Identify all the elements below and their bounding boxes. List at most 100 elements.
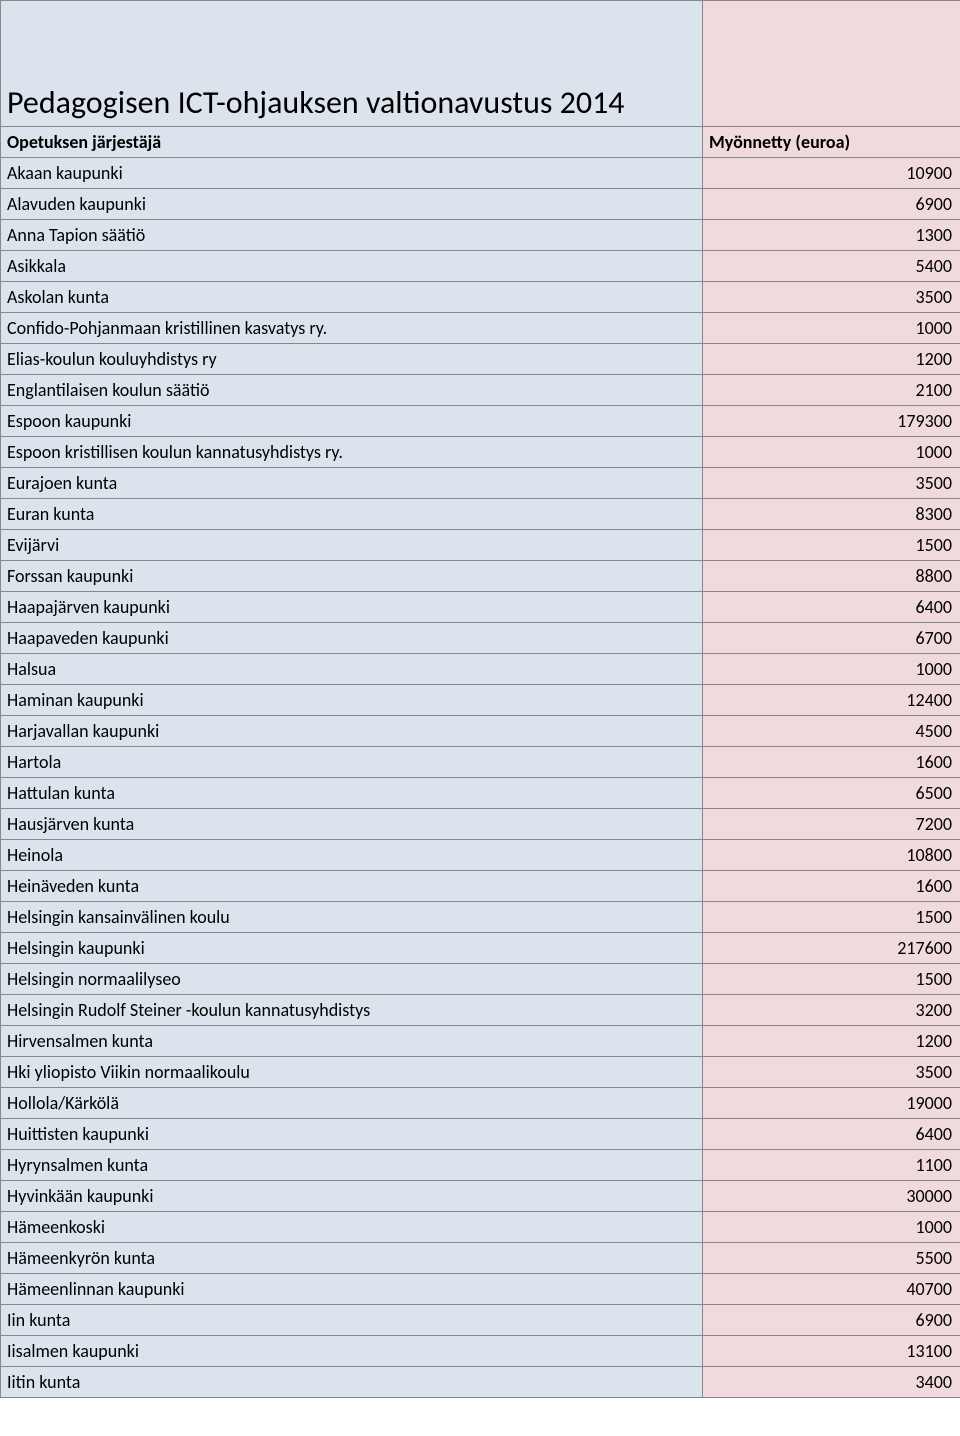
cell-value: 6400: [703, 592, 960, 623]
table-row: Hyvinkään kaupunki30000: [1, 1181, 960, 1212]
table-row: Elias-koulun kouluyhdistys ry1200: [1, 344, 960, 375]
grant-table: Pedagogisen ICT-ohjauksen valtionavustus…: [0, 0, 960, 1398]
cell-value: 217600: [703, 933, 960, 964]
cell-value: 1000: [703, 437, 960, 468]
cell-name: Iitin kunta: [1, 1367, 703, 1398]
cell-value: 1000: [703, 654, 960, 685]
cell-name: Alavuden kaupunki: [1, 189, 703, 220]
cell-name: Hyvinkään kaupunki: [1, 1181, 703, 1212]
table-row: Alavuden kaupunki6900: [1, 189, 960, 220]
table-row: Iitin kunta3400: [1, 1367, 960, 1398]
table-row: Helsingin normaalilyseo1500: [1, 964, 960, 995]
cell-name: Anna Tapion säätiö: [1, 220, 703, 251]
cell-name: Akaan kaupunki: [1, 158, 703, 189]
cell-value: 1500: [703, 902, 960, 933]
cell-value: 19000: [703, 1088, 960, 1119]
cell-name: Haapajärven kaupunki: [1, 592, 703, 623]
cell-value: 13100: [703, 1336, 960, 1367]
cell-value: 1200: [703, 1026, 960, 1057]
table-row: Hämeenkoski1000: [1, 1212, 960, 1243]
page-title: Pedagogisen ICT-ohjauksen valtionavustus…: [1, 83, 702, 126]
cell-value: 2100: [703, 375, 960, 406]
cell-name: Elias-koulun kouluyhdistys ry: [1, 344, 703, 375]
cell-value: 10900: [703, 158, 960, 189]
title-right-cell: [703, 1, 960, 127]
cell-name: Hämeenkyrön kunta: [1, 1243, 703, 1274]
cell-name: Askolan kunta: [1, 282, 703, 313]
table-row: Forssan kaupunki8800: [1, 561, 960, 592]
cell-name: Huittisten kaupunki: [1, 1119, 703, 1150]
cell-value: 5400: [703, 251, 960, 282]
table-row: Hämeenkyrön kunta5500: [1, 1243, 960, 1274]
cell-name: Haapaveden kaupunki: [1, 623, 703, 654]
column-header-value: Myönnetty (euroa): [703, 127, 960, 158]
cell-value: 3200: [703, 995, 960, 1026]
table-row: Hollola/Kärkölä19000: [1, 1088, 960, 1119]
cell-name: Forssan kaupunki: [1, 561, 703, 592]
cell-name: Hausjärven kunta: [1, 809, 703, 840]
sheet: Pedagogisen ICT-ohjauksen valtionavustus…: [0, 0, 960, 1398]
cell-name: Hirvensalmen kunta: [1, 1026, 703, 1057]
cell-value: 3500: [703, 468, 960, 499]
cell-value: 40700: [703, 1274, 960, 1305]
cell-name: Heinola: [1, 840, 703, 871]
title-row: Pedagogisen ICT-ohjauksen valtionavustus…: [1, 1, 960, 127]
cell-value: 1000: [703, 1212, 960, 1243]
cell-name: Iin kunta: [1, 1305, 703, 1336]
cell-value: 1600: [703, 747, 960, 778]
cell-value: 1600: [703, 871, 960, 902]
cell-value: 6900: [703, 189, 960, 220]
cell-name: Helsingin kaupunki: [1, 933, 703, 964]
cell-value: 12400: [703, 685, 960, 716]
table-row: Askolan kunta3500: [1, 282, 960, 313]
table-row: Haapajärven kaupunki6400: [1, 592, 960, 623]
cell-name: Halsua: [1, 654, 703, 685]
cell-value: 1100: [703, 1150, 960, 1181]
cell-name: Evijärvi: [1, 530, 703, 561]
table-row: Helsingin kansainvälinen koulu1500: [1, 902, 960, 933]
cell-name: Harjavallan kaupunki: [1, 716, 703, 747]
cell-value: 3500: [703, 282, 960, 313]
table-row: Anna Tapion säätiö1300: [1, 220, 960, 251]
table-row: Heinäveden kunta1600: [1, 871, 960, 902]
table-row: Hki yliopisto Viikin normaalikoulu3500: [1, 1057, 960, 1088]
table-row: Hirvensalmen kunta1200: [1, 1026, 960, 1057]
cell-name: Hki yliopisto Viikin normaalikoulu: [1, 1057, 703, 1088]
cell-value: 6400: [703, 1119, 960, 1150]
column-header-name: Opetuksen järjestäjä: [1, 127, 703, 158]
cell-name: Helsingin normaalilyseo: [1, 964, 703, 995]
title-cell: Pedagogisen ICT-ohjauksen valtionavustus…: [1, 1, 703, 127]
cell-name: Iisalmen kaupunki: [1, 1336, 703, 1367]
table-row: Helsingin Rudolf Steiner -koulun kannatu…: [1, 995, 960, 1026]
cell-value: 3400: [703, 1367, 960, 1398]
table-row: Haminan kaupunki12400: [1, 685, 960, 716]
cell-name: Haminan kaupunki: [1, 685, 703, 716]
cell-name: Hämeenkoski: [1, 1212, 703, 1243]
table-row: Hämeenlinnan kaupunki40700: [1, 1274, 960, 1305]
cell-name: Hyrynsalmen kunta: [1, 1150, 703, 1181]
cell-name: Helsingin kansainvälinen koulu: [1, 902, 703, 933]
cell-value: 8300: [703, 499, 960, 530]
cell-value: 179300: [703, 406, 960, 437]
cell-value: 10800: [703, 840, 960, 871]
table-row: Heinola10800: [1, 840, 960, 871]
table-row: Halsua1000: [1, 654, 960, 685]
table-row: Englantilaisen koulun säätiö2100: [1, 375, 960, 406]
table-body: Pedagogisen ICT-ohjauksen valtionavustus…: [1, 1, 960, 1398]
cell-name: Espoon kaupunki: [1, 406, 703, 437]
cell-name: Hollola/Kärkölä: [1, 1088, 703, 1119]
table-row: Akaan kaupunki10900: [1, 158, 960, 189]
cell-value: 1000: [703, 313, 960, 344]
cell-name: Confido-Pohjanmaan kristillinen kasvatys…: [1, 313, 703, 344]
table-row: Espoon kaupunki179300: [1, 406, 960, 437]
cell-value: 6900: [703, 1305, 960, 1336]
table-row: Confido-Pohjanmaan kristillinen kasvatys…: [1, 313, 960, 344]
table-row: Haapaveden kaupunki6700: [1, 623, 960, 654]
table-row: Eurajoen kunta3500: [1, 468, 960, 499]
cell-name: Eurajoen kunta: [1, 468, 703, 499]
table-row: Evijärvi1500: [1, 530, 960, 561]
table-row: Hausjärven kunta7200: [1, 809, 960, 840]
cell-value: 4500: [703, 716, 960, 747]
header-row: Opetuksen järjestäjä Myönnetty (euroa): [1, 127, 960, 158]
table-row: Hattulan kunta6500: [1, 778, 960, 809]
